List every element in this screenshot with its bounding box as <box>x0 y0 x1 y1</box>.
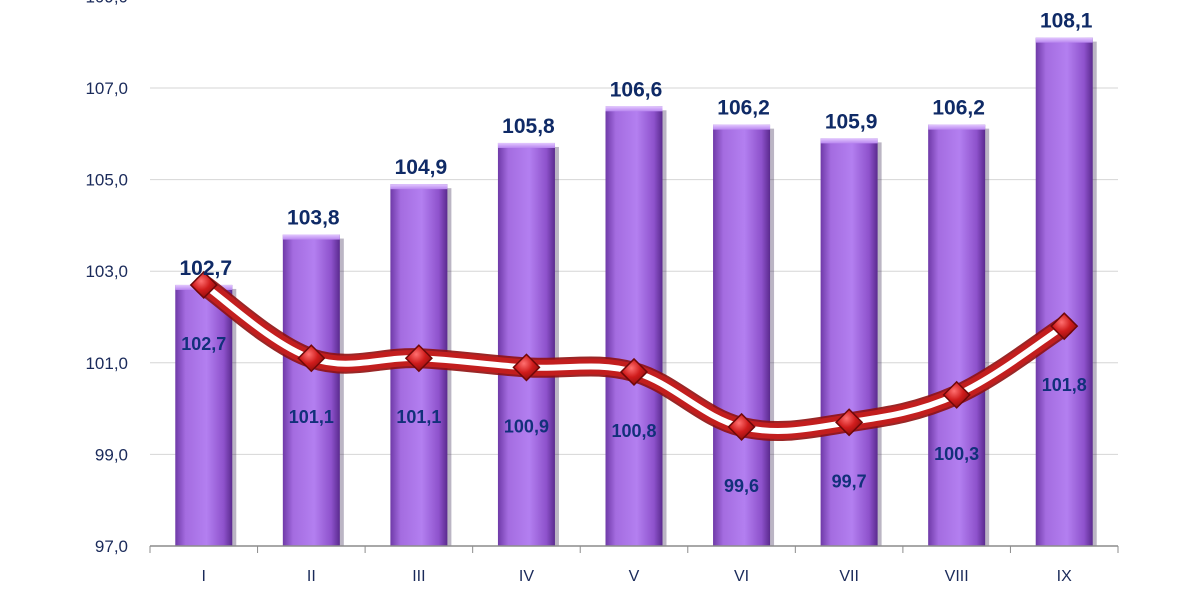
bar-body <box>175 284 233 546</box>
bar <box>175 284 237 546</box>
x-axis: I II III IV V VI VII VIII IX <box>149 545 1119 585</box>
bar <box>713 124 775 546</box>
line-value-label: 99,7 <box>832 471 867 491</box>
x-tick-label: IV <box>519 568 534 585</box>
bar-value-label: 103,8 <box>287 207 340 230</box>
bars <box>175 37 1097 547</box>
bar-value-label: 106,6 <box>610 78 663 101</box>
y-tick-label: 97,0 <box>95 537 128 556</box>
bar-body <box>282 234 340 546</box>
bar-value-label: 104,9 <box>395 156 448 179</box>
line-point <box>297 344 326 373</box>
line-point <box>835 408 864 437</box>
line-value-label: 100,9 <box>504 416 549 436</box>
bar-cap <box>820 138 878 144</box>
y-tick-label: 109,0 <box>85 0 128 6</box>
bar-cap <box>928 124 986 130</box>
y-tick-label: 101,0 <box>85 354 128 373</box>
bar <box>282 234 344 546</box>
x-tick-label: VII <box>839 568 859 585</box>
line-value-label: 99,6 <box>724 476 759 496</box>
line-point <box>189 270 218 300</box>
bar-cap <box>390 184 448 190</box>
y-tick-label: 105,0 <box>85 171 128 190</box>
bar-cap <box>497 142 555 148</box>
bar <box>928 124 990 546</box>
line-value-label: 100,3 <box>934 444 979 464</box>
y-tick-label: 99,0 <box>95 445 128 464</box>
y-axis-ticks: 97,0 99,0 101,0 103,0 105,0 107,0 109,0 <box>85 0 128 556</box>
bar-value-label: 105,9 <box>825 110 878 133</box>
bar <box>1035 37 1097 547</box>
line-value-label: 101,1 <box>289 407 334 427</box>
line-point <box>512 353 541 382</box>
bar-value-label: 106,2 <box>717 97 770 120</box>
y-tick-label: 107,0 <box>85 79 128 98</box>
bar-cap <box>605 106 663 112</box>
bar-cap <box>1035 37 1093 43</box>
bar-body <box>928 124 986 546</box>
x-tick-label: V <box>629 568 640 585</box>
bar-value-label: 102,7 <box>179 257 232 280</box>
line-point <box>619 357 649 387</box>
bar-body <box>497 142 555 546</box>
bar-body <box>820 138 878 546</box>
x-tick-label: IX <box>1057 568 1072 585</box>
bar-value-label: 105,8 <box>502 115 555 138</box>
bar-value-label: 108,1 <box>1040 10 1093 33</box>
bar-value-label: 106,2 <box>932 97 985 120</box>
bar-cap <box>282 234 340 240</box>
bar-body <box>605 106 663 546</box>
y-tick-label: 103,0 <box>85 262 128 281</box>
line-value-label: 101,8 <box>1042 375 1087 395</box>
line-point <box>727 412 756 441</box>
line-point <box>404 344 433 373</box>
x-tick-label: III <box>412 568 425 585</box>
bar-body <box>713 124 771 546</box>
x-tick-label: VI <box>734 568 749 585</box>
x-tick-label: II <box>307 568 316 585</box>
line-point <box>942 380 971 409</box>
bar <box>820 138 882 546</box>
bar <box>605 106 667 546</box>
x-tick-label: VIII <box>945 568 969 585</box>
bar-body <box>1035 37 1093 547</box>
line-value-label: 102,7 <box>181 334 226 354</box>
bar <box>497 142 559 546</box>
data-labels: 102,7 103,8 104,9 105,8 106,6 106,2 105,9 106,2… <box>179 10 1092 496</box>
line-value-label: 100,8 <box>611 421 656 441</box>
line-point <box>1050 312 1079 341</box>
line-value-label: 101,1 <box>396 407 441 427</box>
x-tick-label: I <box>202 568 206 585</box>
bar-cap <box>713 124 771 130</box>
line-series <box>189 270 1079 442</box>
